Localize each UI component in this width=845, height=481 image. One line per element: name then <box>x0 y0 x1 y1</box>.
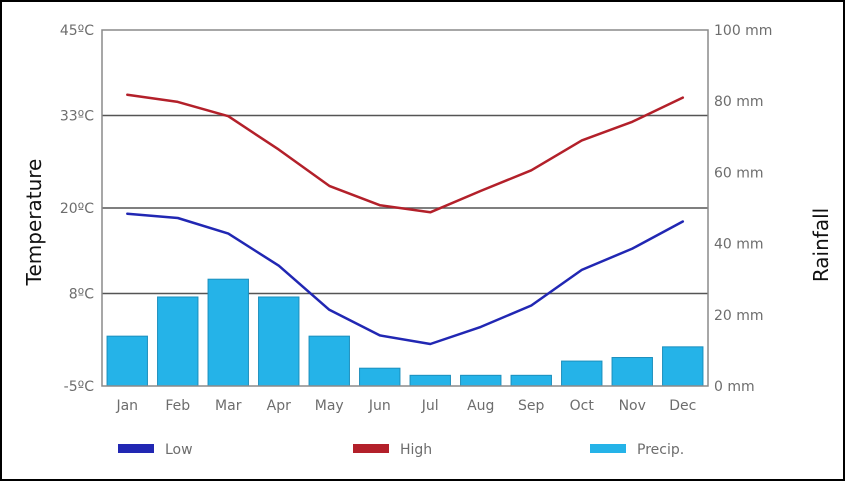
legend-swatch-high <box>353 444 389 453</box>
temperature-tick-label: 8ºC <box>69 286 95 302</box>
legend-swatch-low <box>118 444 154 453</box>
month-tick-label: Feb <box>165 398 190 414</box>
precip-bars <box>106 278 704 387</box>
month-tick-label: Nov <box>619 398 646 414</box>
month-tick-label: Jun <box>368 398 391 414</box>
rainfall-tick-label: 80 mm <box>714 94 764 110</box>
temperature-axis-title: Temperature <box>22 159 46 287</box>
rainfall-tick-label: 0 mm <box>714 379 755 395</box>
precip-bar-mar <box>207 278 249 387</box>
month-tick-label: Sep <box>518 398 545 414</box>
temperature-tick-label: 33ºC <box>60 108 94 124</box>
month-tick-label: Jan <box>115 398 138 414</box>
precip-bar-jun <box>359 367 401 387</box>
rainfall-tick-label: 40 mm <box>714 237 764 253</box>
precip-bar-oct <box>561 360 603 387</box>
precip-bar-sep <box>510 374 552 387</box>
month-axis-ticks: Jan Feb Mar Apr May Jun Jul Aug Sep Oct Nov Dec <box>115 398 696 414</box>
precip-bar-aug <box>460 374 502 387</box>
temperature-tick-label: 20ºC <box>60 201 94 217</box>
high-temperature-line <box>126 93 685 214</box>
legend-label-high: High <box>400 442 432 458</box>
plot-area-border <box>101 29 709 387</box>
rainfall-tick-label: 20 mm <box>714 308 764 324</box>
month-tick-label: May <box>315 398 344 414</box>
temperature-axis-ticks: -5ºC 8ºC 20ºC 33ºC 45ºC <box>60 23 94 395</box>
precip-bar-may <box>308 335 350 387</box>
month-tick-label: Oct <box>570 398 595 414</box>
rainfall-axis-ticks: 0 mm 20 mm 40 mm 60 mm 80 mm 100 mm <box>714 23 772 395</box>
precip-bar-jan <box>106 335 148 387</box>
precip-bar-nov <box>611 357 653 387</box>
month-tick-label: Jul <box>421 398 439 414</box>
precip-bar-dec <box>662 346 704 387</box>
legend: Low High Precip. <box>118 442 684 458</box>
legend-swatch-precip <box>590 444 626 453</box>
month-tick-label: Aug <box>467 398 494 414</box>
month-tick-label: Mar <box>215 398 242 414</box>
precip-bar-apr <box>258 296 300 387</box>
legend-label-precip: Precip. <box>637 442 684 458</box>
month-tick-label: Dec <box>669 398 696 414</box>
precip-bar-jul <box>409 374 451 387</box>
precip-bar-feb <box>157 296 199 387</box>
temperature-lines <box>126 93 685 346</box>
month-tick-label: Apr <box>267 398 291 414</box>
temperature-tick-label: -5ºC <box>64 379 95 395</box>
temperature-tick-label: 45ºC <box>60 23 94 39</box>
legend-label-low: Low <box>165 442 193 458</box>
rainfall-tick-label: 60 mm <box>714 165 764 181</box>
rainfall-tick-label: 100 mm <box>714 23 772 39</box>
low-temperature-line <box>126 212 685 346</box>
rainfall-axis-title: Rainfall <box>809 208 833 282</box>
